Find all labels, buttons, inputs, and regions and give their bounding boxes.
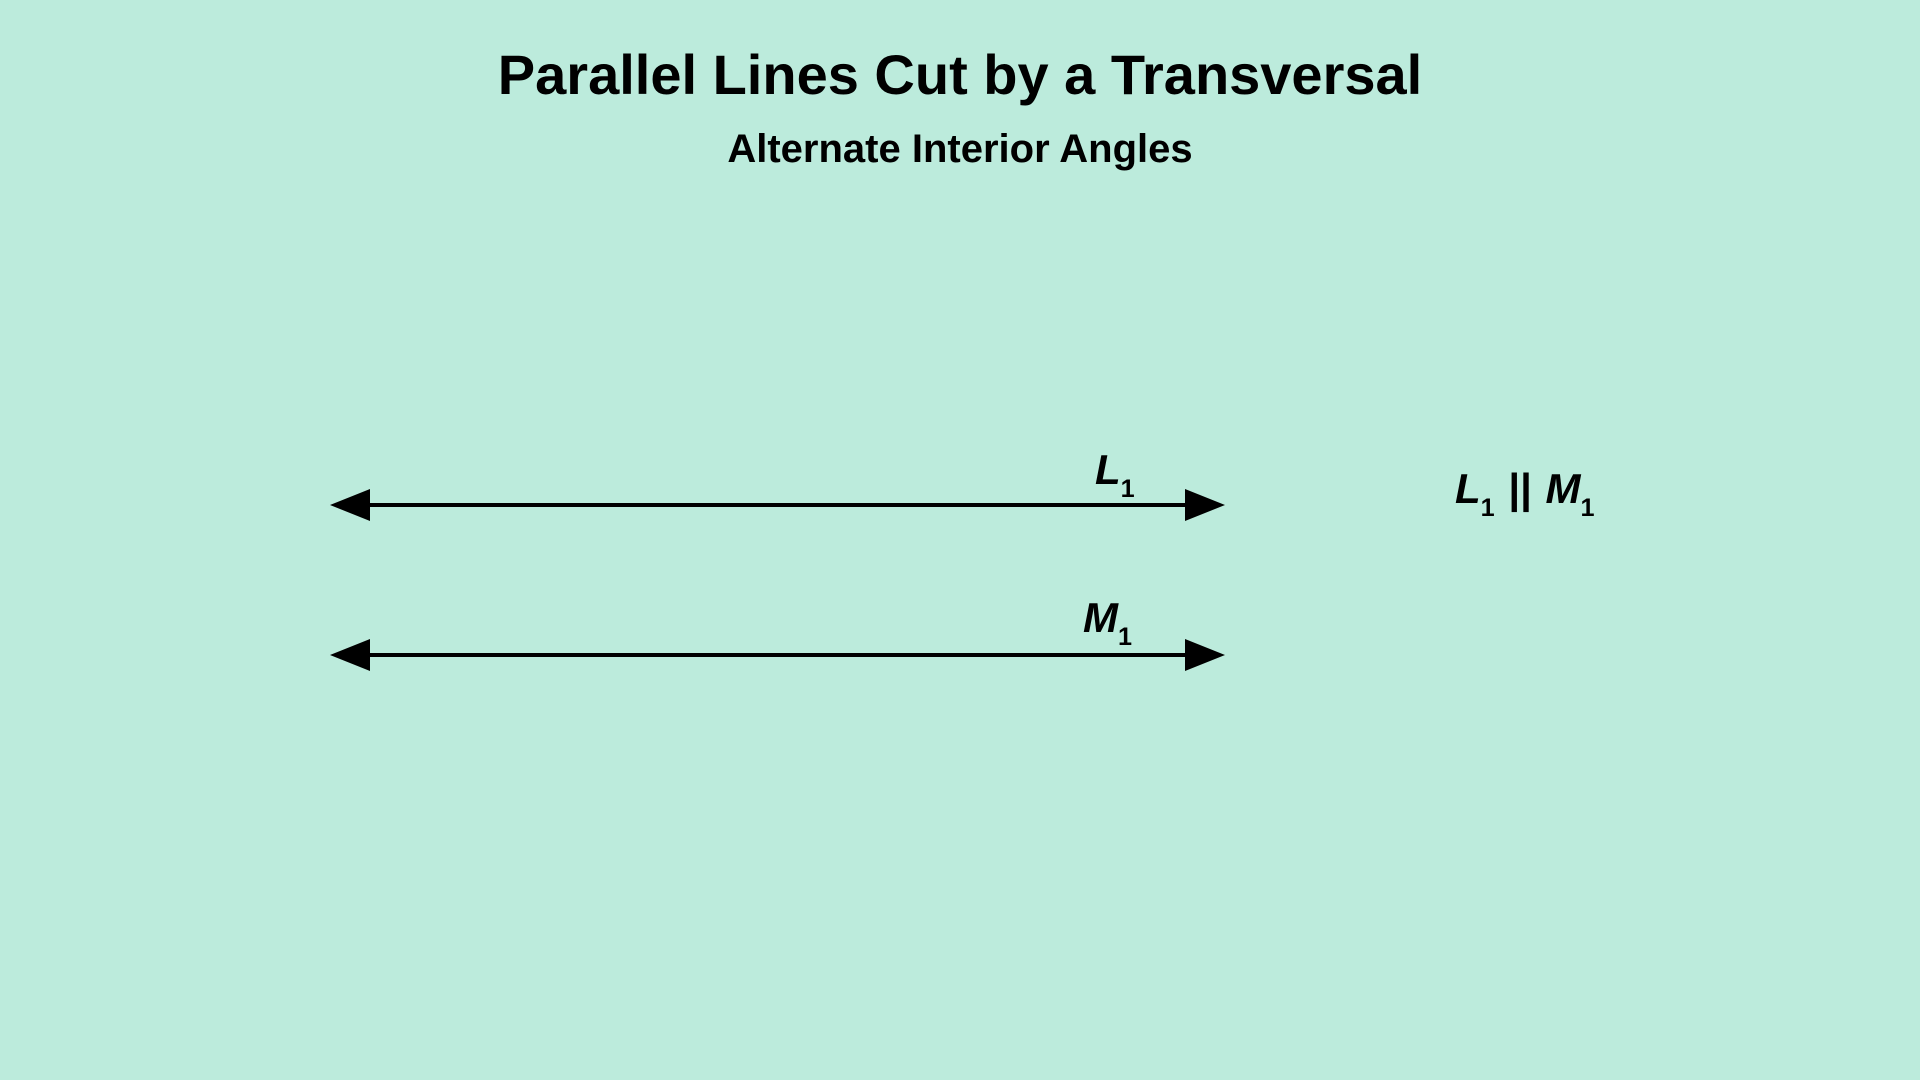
label-letter: M: [1083, 594, 1118, 641]
label-sub: 1: [1481, 494, 1495, 522]
label-letter: M: [1546, 465, 1581, 512]
label-sub: 1: [1581, 494, 1595, 522]
label-sub: 1: [1118, 623, 1132, 651]
diagram-canvas: Parallel Lines Cut by a Transversal Alte…: [0, 0, 1920, 1080]
label-letter: L: [1455, 465, 1481, 512]
label-letter: L: [1095, 446, 1121, 493]
line-label-m1: M1: [1083, 594, 1132, 642]
parallel-relation-label: L1 || M1: [1455, 465, 1595, 513]
line-label-l1: L1: [1095, 446, 1135, 494]
label-sub: 1: [1121, 475, 1135, 503]
parallel-lines-svg: [0, 0, 1920, 1080]
parallel-symbol: ||: [1506, 465, 1534, 512]
